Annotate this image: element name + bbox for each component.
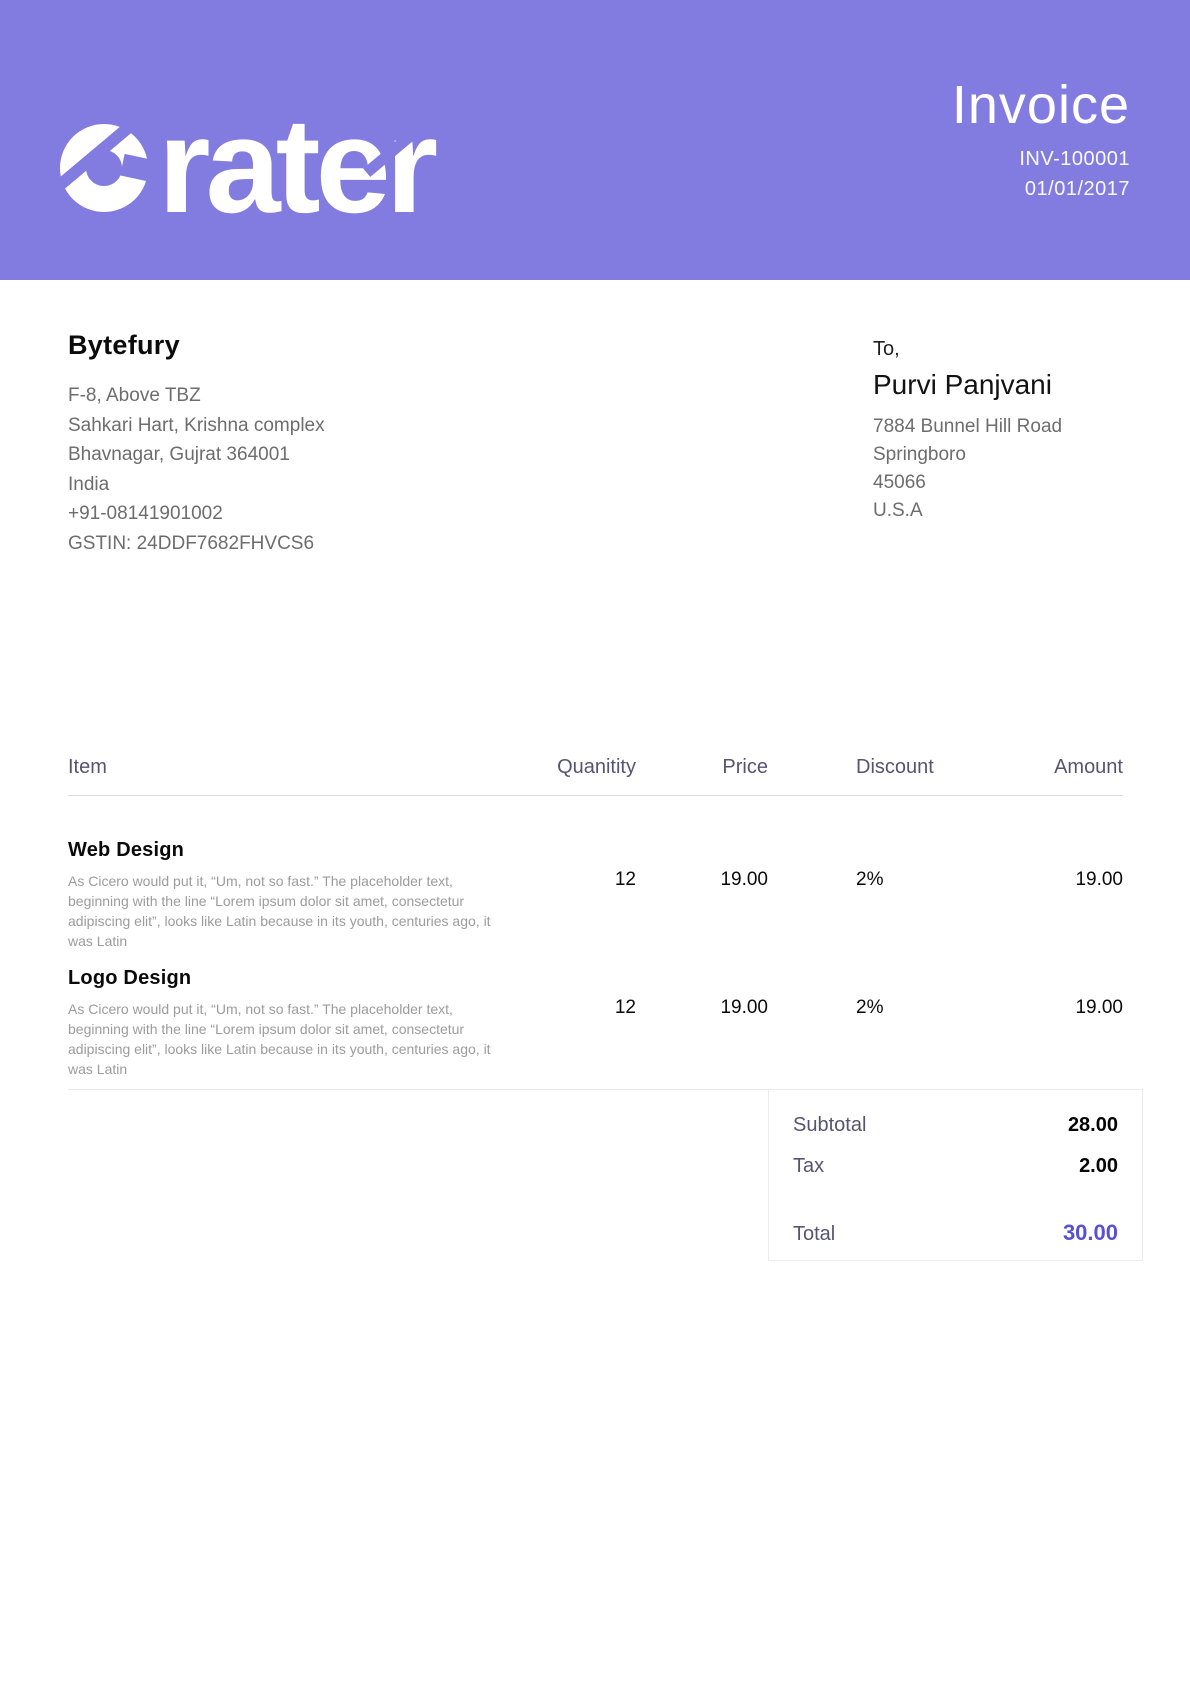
seller-gstin-line: GSTIN: 24DDF7682FHVCS6 — [68, 532, 315, 554]
crater-logo-c-icon — [54, 104, 156, 212]
seller-block: Bytefury F-8, Above TBZ Sahkari Hart, Kr… — [68, 330, 325, 558]
seller-address-line: Bhavnagar, Gujrat 364001 — [68, 444, 290, 465]
totals-box: Subtotal 28.00 Tax 2.00 Total 30.00 — [768, 1089, 1143, 1261]
tax-label: Tax — [793, 1155, 825, 1177]
table-row: Logo Design As Cicero would put it, “Um,… — [68, 951, 1123, 1079]
bill-to-address-line: 45066 — [873, 472, 926, 493]
item-discount: 2% — [856, 997, 884, 1018]
total-row: Total 30.00 — [793, 1220, 1118, 1246]
item-amount: 19.00 — [1075, 869, 1123, 890]
tax-value: 2.00 — [1079, 1155, 1118, 1177]
subtotal-label: Subtotal — [793, 1114, 867, 1136]
invoice-meta: Invoice INV-100001 01/01/2017 — [951, 75, 1130, 201]
column-header-discount: Discount — [856, 756, 934, 778]
bill-to-address-line: Springboro — [873, 444, 966, 465]
crater-logo: rater — [54, 98, 438, 233]
items-table: Item Quanitity Price Discount Amount Web… — [68, 756, 1123, 1090]
item-price: 19.00 — [720, 997, 768, 1018]
table-row: Web Design As Cicero would put it, “Um, … — [68, 796, 1123, 951]
column-header-price: Price — [722, 756, 768, 778]
column-header-quantity: Quanitity — [557, 756, 636, 778]
total-label: Total — [793, 1223, 836, 1245]
seller-address-line: +91-08141901002 — [68, 503, 223, 524]
bill-to-label: To, — [873, 338, 900, 360]
seller-address: F-8, Above TBZ Sahkari Hart, Krishna com… — [68, 381, 325, 558]
tax-row: Tax 2.00 — [793, 1155, 1118, 1178]
item-price: 19.00 — [720, 869, 768, 890]
item-description: As Cicero would put it, “Um, not so fast… — [68, 1001, 491, 1077]
column-header-amount: Amount — [1054, 756, 1123, 778]
item-quantity: 12 — [614, 869, 636, 890]
item-amount: 19.00 — [1075, 997, 1123, 1018]
invoice-date: 01/01/2017 — [1024, 178, 1130, 201]
items-table-body: Web Design As Cicero would put it, “Um, … — [68, 796, 1123, 1090]
item-name: Web Design — [68, 839, 185, 861]
crater-logo-text: rater — [158, 90, 438, 241]
item-quantity: 12 — [614, 997, 636, 1018]
invoice-page: rater Invoice INV-100001 01/01/2017 Byte… — [0, 0, 1190, 1261]
item-cell: Web Design As Cicero would put it, “Um, … — [68, 839, 506, 951]
item-description: As Cicero would put it, “Um, not so fast… — [68, 873, 491, 949]
subtotal-row: Subtotal 28.00 — [793, 1114, 1118, 1137]
item-name: Logo Design — [68, 967, 192, 989]
bill-to-address-line: 7884 Bunnel Hill Road — [873, 416, 1063, 437]
invoice-banner: rater Invoice INV-100001 01/01/2017 — [0, 0, 1190, 280]
bill-to-block: To, Purvi Panjvani 7884 Bunnel Hill Road… — [873, 330, 1123, 525]
column-header-item: Item — [68, 756, 107, 778]
parties-section: Bytefury F-8, Above TBZ Sahkari Hart, Kr… — [0, 280, 1190, 558]
total-value: 30.00 — [1062, 1220, 1118, 1245]
subtotal-value: 28.00 — [1067, 1114, 1118, 1136]
item-cell: Logo Design As Cicero would put it, “Um,… — [68, 967, 506, 1079]
seller-company-name: Bytefury — [68, 330, 180, 360]
item-discount: 2% — [856, 869, 884, 890]
seller-address-line: India — [68, 473, 110, 495]
items-table-header: Item Quanitity Price Discount Amount — [68, 756, 1123, 796]
bill-to-address: 7884 Bunnel Hill Road Springboro 45066 U… — [873, 413, 1123, 525]
invoice-number: INV-100001 — [1019, 148, 1130, 171]
totals-section: Subtotal 28.00 Tax 2.00 Total 30.00 — [0, 1089, 1190, 1261]
seller-address-line: Sahkari Hart, Krishna complex — [68, 414, 325, 436]
bill-to-name: Purvi Panjvani — [873, 369, 1052, 400]
bill-to-address-line: U.S.A — [873, 500, 923, 521]
invoice-title: Invoice — [951, 75, 1130, 135]
seller-address-line: F-8, Above TBZ — [68, 385, 201, 406]
